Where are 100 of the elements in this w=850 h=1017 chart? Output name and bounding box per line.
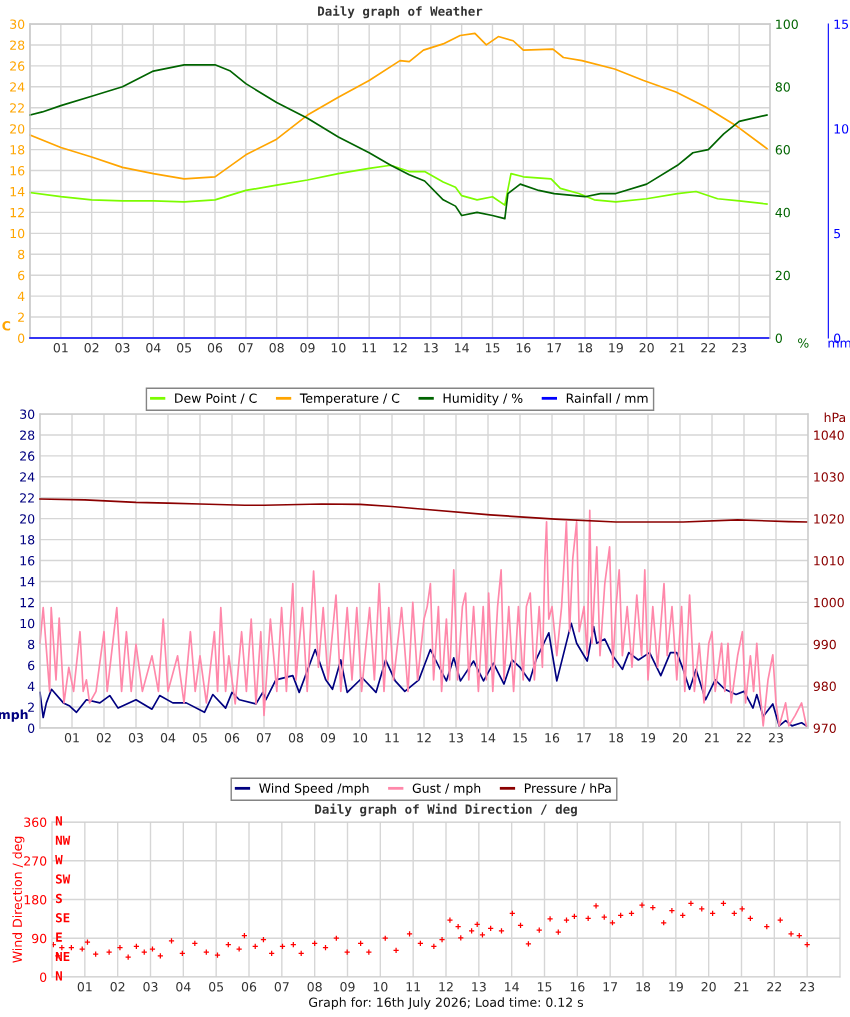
x-tick-label: 19 [669, 982, 683, 992]
y-tick-label: 12 [10, 207, 24, 218]
y2-tick-label: 1040 [814, 430, 844, 440]
x-tick-label: 14 [455, 343, 469, 353]
x-tick-label: 11 [362, 343, 376, 353]
x-tick-label: 17 [547, 343, 562, 353]
x-tick-label: 09 [300, 343, 315, 353]
x-tick-label: 02 [110, 982, 125, 992]
x-tick-label: 07 [274, 982, 289, 992]
y-tick-label: 18 [10, 145, 25, 155]
x-tick-label: 05 [209, 982, 224, 992]
legend-label: Dew Point / C [175, 393, 257, 404]
x-tick-label: 12 [417, 733, 431, 743]
x-tick-label: 12 [393, 343, 407, 353]
chart-title: Daily graph of Weather [318, 5, 483, 19]
annotation: SW [55, 874, 71, 884]
annotation: NW [55, 835, 71, 845]
y2-tick-label: 20 [775, 270, 790, 281]
x-tick-label: 16 [570, 982, 585, 992]
chart-title: Daily graph of Wind Direction / deg [315, 803, 577, 817]
y-tick-label: 6 [18, 270, 25, 281]
x-tick-label: 16 [516, 343, 531, 353]
y-tick-label: 8 [28, 639, 35, 650]
y-tick-label: 0 [18, 333, 25, 343]
x-tick-label: 22 [701, 343, 716, 353]
x-tick-label: 19 [609, 343, 623, 353]
x-tick-label: 01 [53, 343, 68, 353]
y2-tick-label: 60 [775, 145, 790, 155]
annotation: W [55, 855, 63, 865]
y2-tick-label: 40 [775, 207, 790, 218]
line-series [29, 164, 768, 206]
y2-tick-label: 970 [813, 723, 836, 733]
y-tick-label: 10 [10, 228, 25, 239]
y-tick-label: 24 [10, 82, 25, 92]
x-tick-label: 18 [578, 343, 593, 353]
x-tick-label: 08 [307, 982, 322, 992]
y-tick-label: 18 [20, 535, 35, 545]
y2-tick-label: 100 [776, 19, 798, 29]
y-tick-label: 20 [20, 514, 35, 524]
x-tick-label: 11 [406, 982, 420, 992]
annotation: N [55, 971, 62, 981]
x-tick-label: 18 [636, 982, 651, 992]
legend-label: Humidity / % [443, 393, 523, 406]
x-tick-label: 03 [115, 343, 130, 353]
x-tick-label: 01 [64, 733, 79, 743]
x-tick-label: 10 [373, 982, 388, 992]
x-tick-label: 04 [160, 733, 176, 743]
y-tick-label: 22 [10, 103, 24, 113]
y-tick-label: 28 [10, 40, 25, 50]
x-tick-label: 09 [320, 733, 336, 743]
y-tick-label: 90 [32, 933, 47, 944]
y-tick-label: 0 [28, 723, 35, 733]
legend-label: Pressure / hPa [524, 783, 611, 794]
x-tick-label: 03 [128, 733, 143, 743]
x-tick-label: 18 [609, 733, 624, 743]
x-tick-label: 12 [439, 982, 453, 992]
y-tick-label: 6 [28, 660, 35, 671]
x-tick-label: 17 [603, 982, 618, 992]
x-tick-label: 22 [767, 982, 782, 992]
y-tick-label: 10 [20, 618, 35, 629]
y2-tick-label: 80 [775, 82, 790, 92]
x-tick-label: 10 [353, 733, 368, 743]
x-tick-label: 22 [736, 733, 751, 743]
y-tick-label: 26 [20, 451, 35, 461]
x-tick-label: 11 [385, 733, 399, 743]
x-tick-label: 08 [288, 733, 304, 743]
x-tick-label: 06 [224, 733, 240, 743]
x-tick-label: 05 [177, 343, 192, 353]
y2-axis-title: hPa [824, 412, 846, 423]
y-tick-label: 2 [18, 312, 24, 322]
x-tick-label: 06 [241, 982, 257, 992]
x-tick-label: 13 [472, 982, 486, 992]
x-tick-label: 08 [269, 343, 284, 353]
y-tick-label: 4 [17, 291, 25, 301]
x-tick-label: 01 [77, 982, 92, 992]
legend-label: Gust / mph [412, 783, 481, 796]
x-tick-label: 10 [331, 343, 346, 353]
x-tick-label: 07 [256, 733, 271, 743]
y-tick-label: 30 [10, 19, 25, 29]
y2-tick-label: 980 [813, 681, 836, 692]
y-tick-label: 24 [20, 472, 35, 482]
x-tick-label: 09 [340, 982, 355, 992]
y3-tick-label: 10 [834, 124, 849, 134]
x-tick-label: 15 [513, 733, 527, 743]
legend-label: Wind Speed /mph [259, 783, 369, 796]
y2-tick-label: 1030 [814, 472, 844, 482]
y-axis-title: Wind Direction / deg [12, 836, 25, 963]
y-tick-label: 2 [28, 702, 34, 712]
y2-tick-label: 0 [775, 333, 782, 343]
y-axis-title: C [2, 321, 11, 331]
annotation: S [55, 893, 62, 904]
y-tick-label: 0 [40, 972, 47, 982]
y2-tick-label: 1020 [814, 514, 844, 524]
annotation: N [55, 816, 62, 826]
y-tick-label: 26 [10, 61, 25, 71]
x-tick-label: 02 [84, 343, 99, 353]
annotation: E [56, 932, 62, 942]
y-tick-label: 16 [10, 166, 25, 176]
y-tick-label: 360 [24, 817, 47, 827]
x-tick-label: 15 [537, 982, 552, 992]
